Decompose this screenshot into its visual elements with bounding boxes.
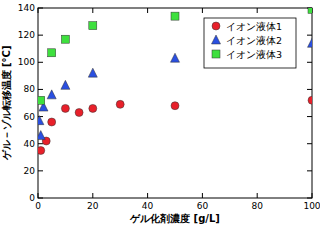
- chart: 0 20 40 60 80 100 0 20 40 60 80 100 120 140 ゲル化剤濃度 [g/…: [0, 0, 320, 227]
- point: [38, 147, 45, 155]
- series: [38, 96, 312, 154]
- y-tick-label: 100: [18, 57, 35, 67]
- legend-marker: [212, 22, 220, 30]
- point: [38, 131, 45, 140]
- series: [38, 8, 312, 104]
- x-tick-top: [147, 8, 148, 13]
- point: [171, 102, 179, 110]
- x-axis-title: ゲル化剤濃度 [g/L]: [129, 213, 220, 224]
- y-tick-right: [307, 62, 312, 63]
- legend-label: イオン液体2: [226, 35, 282, 46]
- point: [48, 49, 56, 57]
- point: [89, 22, 97, 30]
- point: [308, 38, 313, 47]
- y-tick-label: 20: [24, 166, 36, 176]
- x-tick-label: 20: [87, 201, 99, 211]
- y-tick-label: 0: [29, 193, 35, 203]
- y-tick-label: 80: [24, 84, 36, 94]
- y-tick-label: 40: [24, 139, 36, 149]
- point: [48, 118, 56, 126]
- y-tick: [38, 89, 43, 90]
- series: [38, 38, 312, 139]
- y-tick-right: [307, 89, 312, 90]
- y-tick-label: 120: [18, 30, 35, 40]
- x-tick-label: 60: [197, 201, 209, 211]
- y-tick: [38, 62, 43, 63]
- legend-label: イオン液体1: [226, 21, 282, 32]
- x-tick-label: 40: [142, 201, 154, 211]
- x-tick-label: 0: [35, 201, 41, 211]
- x-tick-label: 100: [303, 201, 320, 211]
- point: [171, 53, 180, 62]
- point: [61, 104, 69, 112]
- point: [116, 100, 124, 108]
- y-tick-right: [307, 170, 312, 171]
- legend-marker: [212, 35, 221, 44]
- y-tick-right: [307, 143, 312, 144]
- x-tick: [202, 193, 203, 198]
- point: [75, 109, 83, 117]
- legend-label: イオン液体3: [226, 49, 282, 60]
- y-tick-right: [307, 116, 312, 117]
- legend: イオン液体1 イオン液体2 イオン液体3: [204, 18, 296, 68]
- y-tick: [38, 143, 43, 144]
- point: [61, 80, 70, 89]
- y-tick-label: 60: [24, 112, 36, 122]
- point: [308, 96, 312, 104]
- point: [61, 35, 69, 43]
- x-tick-label: 80: [251, 201, 263, 211]
- y-tick-right: [307, 35, 312, 36]
- data-points: [38, 8, 312, 154]
- y-axis-title: ゲル－ゾル転移温度 [°C]: [1, 46, 12, 162]
- y-tick-label: 140: [18, 3, 35, 13]
- x-tick: [147, 193, 148, 198]
- legend-marker: [212, 50, 220, 58]
- point: [38, 96, 45, 104]
- y-tick: [38, 35, 43, 36]
- point: [171, 12, 179, 20]
- x-tick: [257, 193, 258, 198]
- point: [308, 8, 312, 13]
- point: [47, 90, 56, 99]
- point: [88, 68, 97, 77]
- point: [38, 116, 44, 125]
- y-tick: [38, 170, 43, 171]
- x-tick-top: [92, 8, 93, 13]
- plot-frame: [38, 8, 312, 198]
- point: [89, 104, 97, 112]
- x-tick: [92, 193, 93, 198]
- x-tick-top: [202, 8, 203, 13]
- legend-box: [204, 18, 296, 68]
- x-tick-top: [257, 8, 258, 13]
